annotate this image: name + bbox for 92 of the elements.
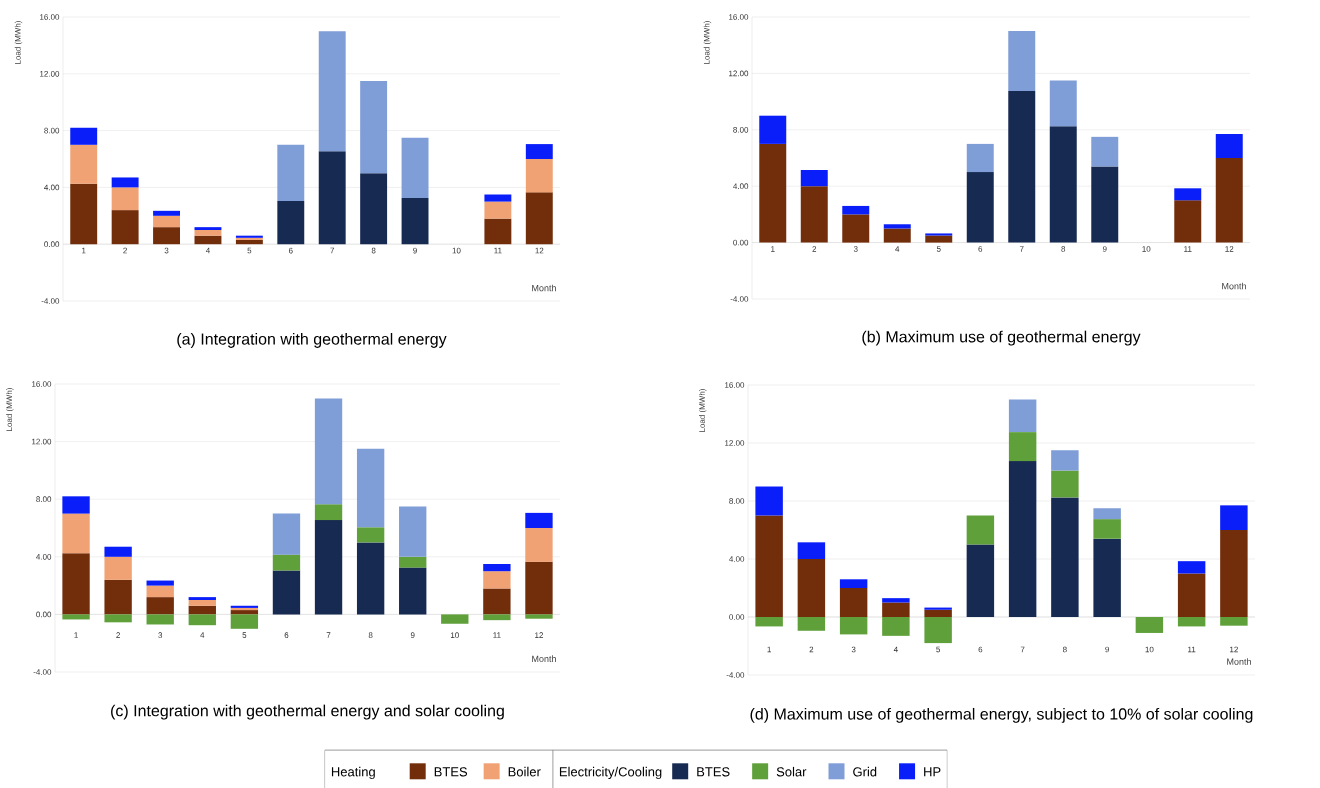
y-axis-title: Load (MWh) [703, 21, 712, 64]
y-tick-label: 8.00 [733, 126, 749, 133]
x-tick-label: 4 [893, 646, 898, 653]
y-tick-label: -4.00 [41, 298, 60, 304]
x-tick-label: 3 [851, 646, 856, 653]
x-tick-label: 7 [1020, 646, 1025, 653]
x-tick-label: 1 [771, 246, 775, 252]
y-tick-label: 16.00 [729, 14, 749, 20]
y-axis-title: Load (MWh) [698, 389, 707, 432]
x-tick-label: 9 [1105, 646, 1109, 653]
x-tick-label: 10 [1145, 646, 1154, 653]
text: Electricity/Cooling [559, 766, 662, 779]
legend-label: Solar [776, 766, 807, 777]
y-tick-label: 4.00 [36, 553, 52, 560]
x-tick-label: 6 [978, 246, 983, 252]
x-tick-label: 12 [1230, 646, 1238, 653]
x-tick-label: 1 [74, 632, 78, 638]
x-tick-label: 6 [284, 632, 289, 638]
x-tick-label: 3 [164, 247, 169, 254]
x-tick-label: 6 [978, 646, 983, 653]
y-axis-title: Load (MWh) [14, 21, 23, 64]
x-axis-title: Month [532, 655, 556, 662]
legend-label: BTES [434, 767, 468, 777]
text: (a) Integration with geothermal energy [177, 332, 447, 348]
x-axis-title: Month [532, 284, 556, 292]
x-tick-label: 11 [493, 632, 501, 638]
y-tick-label: 12.00 [729, 70, 749, 77]
x-tick-label: 8 [1063, 646, 1067, 653]
x-tick-label: 2 [812, 246, 817, 252]
text: (b) Maximum use of geothermal energy [862, 330, 1141, 346]
y-tick-label: 4.00 [44, 184, 60, 191]
y-tick-label: 16.00 [32, 381, 52, 387]
x-tick-label: 2 [116, 632, 120, 638]
x-tick-label: 10 [450, 632, 459, 638]
x-tick-label: 4 [205, 247, 210, 254]
y-tick-label: 12.00 [32, 438, 52, 445]
x-tick-label: 12 [535, 247, 544, 254]
x-tick-label: 8 [371, 247, 376, 254]
x-tick-label: 11 [494, 247, 502, 254]
x-tick-label: 4 [895, 246, 900, 252]
y-tick-label: -4.00 [726, 672, 745, 678]
x-tick-label: 10 [1142, 246, 1151, 252]
x-tick-label: 9 [1102, 246, 1107, 252]
x-tick-label: 3 [853, 246, 858, 252]
x-tick-label: 7 [326, 632, 331, 638]
y-tick-label: 8.00 [729, 498, 745, 504]
y-tick-label: 12.00 [40, 70, 60, 77]
legend-label: HP [924, 767, 941, 777]
y-tick-label: 16.00 [725, 382, 745, 388]
x-tick-label: 3 [158, 632, 163, 638]
x-tick-label: 10 [452, 247, 461, 254]
x-tick-label: 9 [410, 632, 415, 638]
legend-label: Boiler [508, 766, 541, 777]
x-tick-label: 1 [82, 247, 86, 254]
y-tick-label: 16.00 [40, 14, 60, 20]
y-tick-label: -4.00 [33, 669, 52, 675]
text: (c) Integration with geothermal energy and solar cooling [111, 704, 504, 720]
x-tick-label: 5 [936, 646, 941, 653]
y-tick-label: 8.00 [44, 127, 60, 134]
y-tick-label: -4.00 [730, 296, 749, 302]
x-tick-label: 8 [1061, 246, 1066, 252]
x-tick-label: 9 [413, 247, 417, 254]
y-tick-label: 0.00 [44, 241, 60, 248]
x-tick-label: 5 [247, 247, 252, 254]
y-tick-label: 4.00 [729, 556, 745, 562]
x-tick-label: 2 [809, 646, 814, 653]
y-tick-label: 0.00 [733, 239, 749, 246]
x-tick-label: 7 [330, 247, 335, 254]
y-tick-label: 8.00 [36, 496, 52, 503]
x-tick-label: 12 [1225, 246, 1234, 252]
x-tick-label: 5 [242, 632, 247, 638]
legend-title: Heating [331, 766, 375, 779]
x-tick-label: 8 [368, 632, 373, 638]
legend-label: BTES [697, 767, 730, 777]
x-tick-label: 5 [936, 246, 941, 252]
x-tick-label: 2 [123, 247, 127, 254]
legend-label: Grid [853, 766, 877, 777]
x-tick-label: 12 [535, 632, 544, 638]
x-tick-label: 6 [288, 247, 293, 254]
x-tick-label: 7 [1019, 246, 1024, 252]
x-axis-title: Month [1227, 658, 1251, 665]
y-tick-label: 0.00 [729, 614, 745, 620]
x-tick-label: 11 [1184, 246, 1192, 252]
y-tick-label: 4.00 [733, 183, 749, 190]
x-tick-label: 1 [767, 646, 771, 653]
x-tick-label: 4 [200, 632, 205, 638]
x-axis-title: Month [1222, 282, 1246, 290]
y-tick-label: 0.00 [36, 611, 52, 618]
y-tick-label: 12.00 [725, 440, 745, 446]
text: (d) Maximum use of geothermal energy, subject to 10% of solar cooling [750, 707, 1253, 723]
x-tick-label: 11 [1188, 646, 1196, 653]
y-axis-title: Load (MWh) [6, 388, 14, 431]
